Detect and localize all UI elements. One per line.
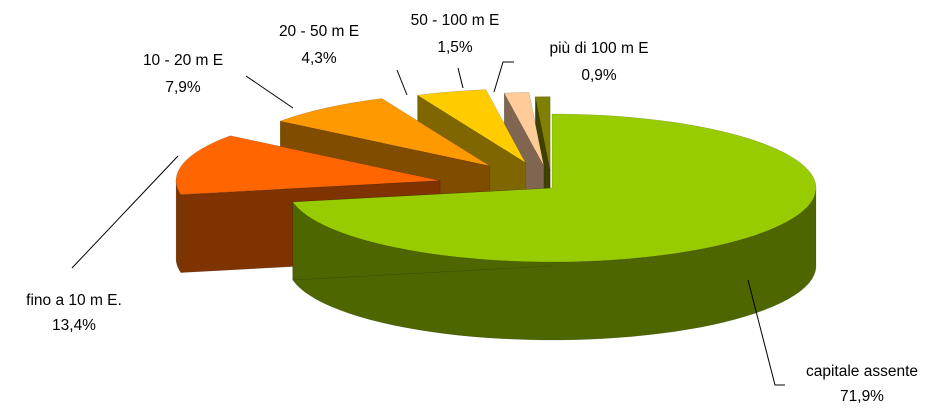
slice-label-piu-di-100: più di 100 m E bbox=[549, 40, 648, 57]
slice-top-piu-di-100-m-e bbox=[534, 96, 551, 171]
slice-value-10-20: 7,9% bbox=[165, 79, 201, 96]
slice-label-fino-a-10: fino a 10 m E. bbox=[26, 292, 122, 309]
slice-labels: capitale assente 71,9% fino a 10 m E. 13… bbox=[26, 12, 918, 405]
slice-label-50-100: 50 - 100 m E bbox=[411, 12, 500, 29]
pie-top-faces bbox=[175, 89, 817, 263]
slice-value-fino-a-10: 13,4% bbox=[52, 317, 96, 334]
slice-label-20-50: 20 - 50 m E bbox=[279, 23, 359, 40]
slice-label-10-20: 10 - 20 m E bbox=[143, 52, 223, 69]
leader-line-20-50 bbox=[396, 69, 408, 96]
slice-value-50-100: 1,5% bbox=[437, 39, 473, 56]
slice-top-fino-a-10-m-e bbox=[175, 135, 441, 195]
leader-line-10-20 bbox=[245, 75, 294, 109]
leader-line-50-100 bbox=[457, 67, 464, 89]
slice-value-20-50: 4,3% bbox=[301, 50, 337, 67]
slice-label-capitale-assente: capitale assente bbox=[806, 363, 918, 380]
slice-top-20-50-m-e bbox=[416, 89, 527, 164]
leader-lines bbox=[71, 61, 785, 386]
slice-top-10-20-m-e bbox=[279, 98, 491, 167]
slice-value-capitale-assente: 71,9% bbox=[840, 388, 884, 405]
leader-line-piu-di-100 bbox=[493, 61, 514, 93]
leader-line-capitale-assente bbox=[747, 279, 785, 386]
slice-top-capitale-assente bbox=[292, 113, 817, 263]
slice-top-50-100-m-e bbox=[503, 92, 545, 167]
slice-value-piu-di-100: 0,9% bbox=[581, 67, 617, 84]
leader-line-fino-a-10 bbox=[71, 155, 179, 269]
